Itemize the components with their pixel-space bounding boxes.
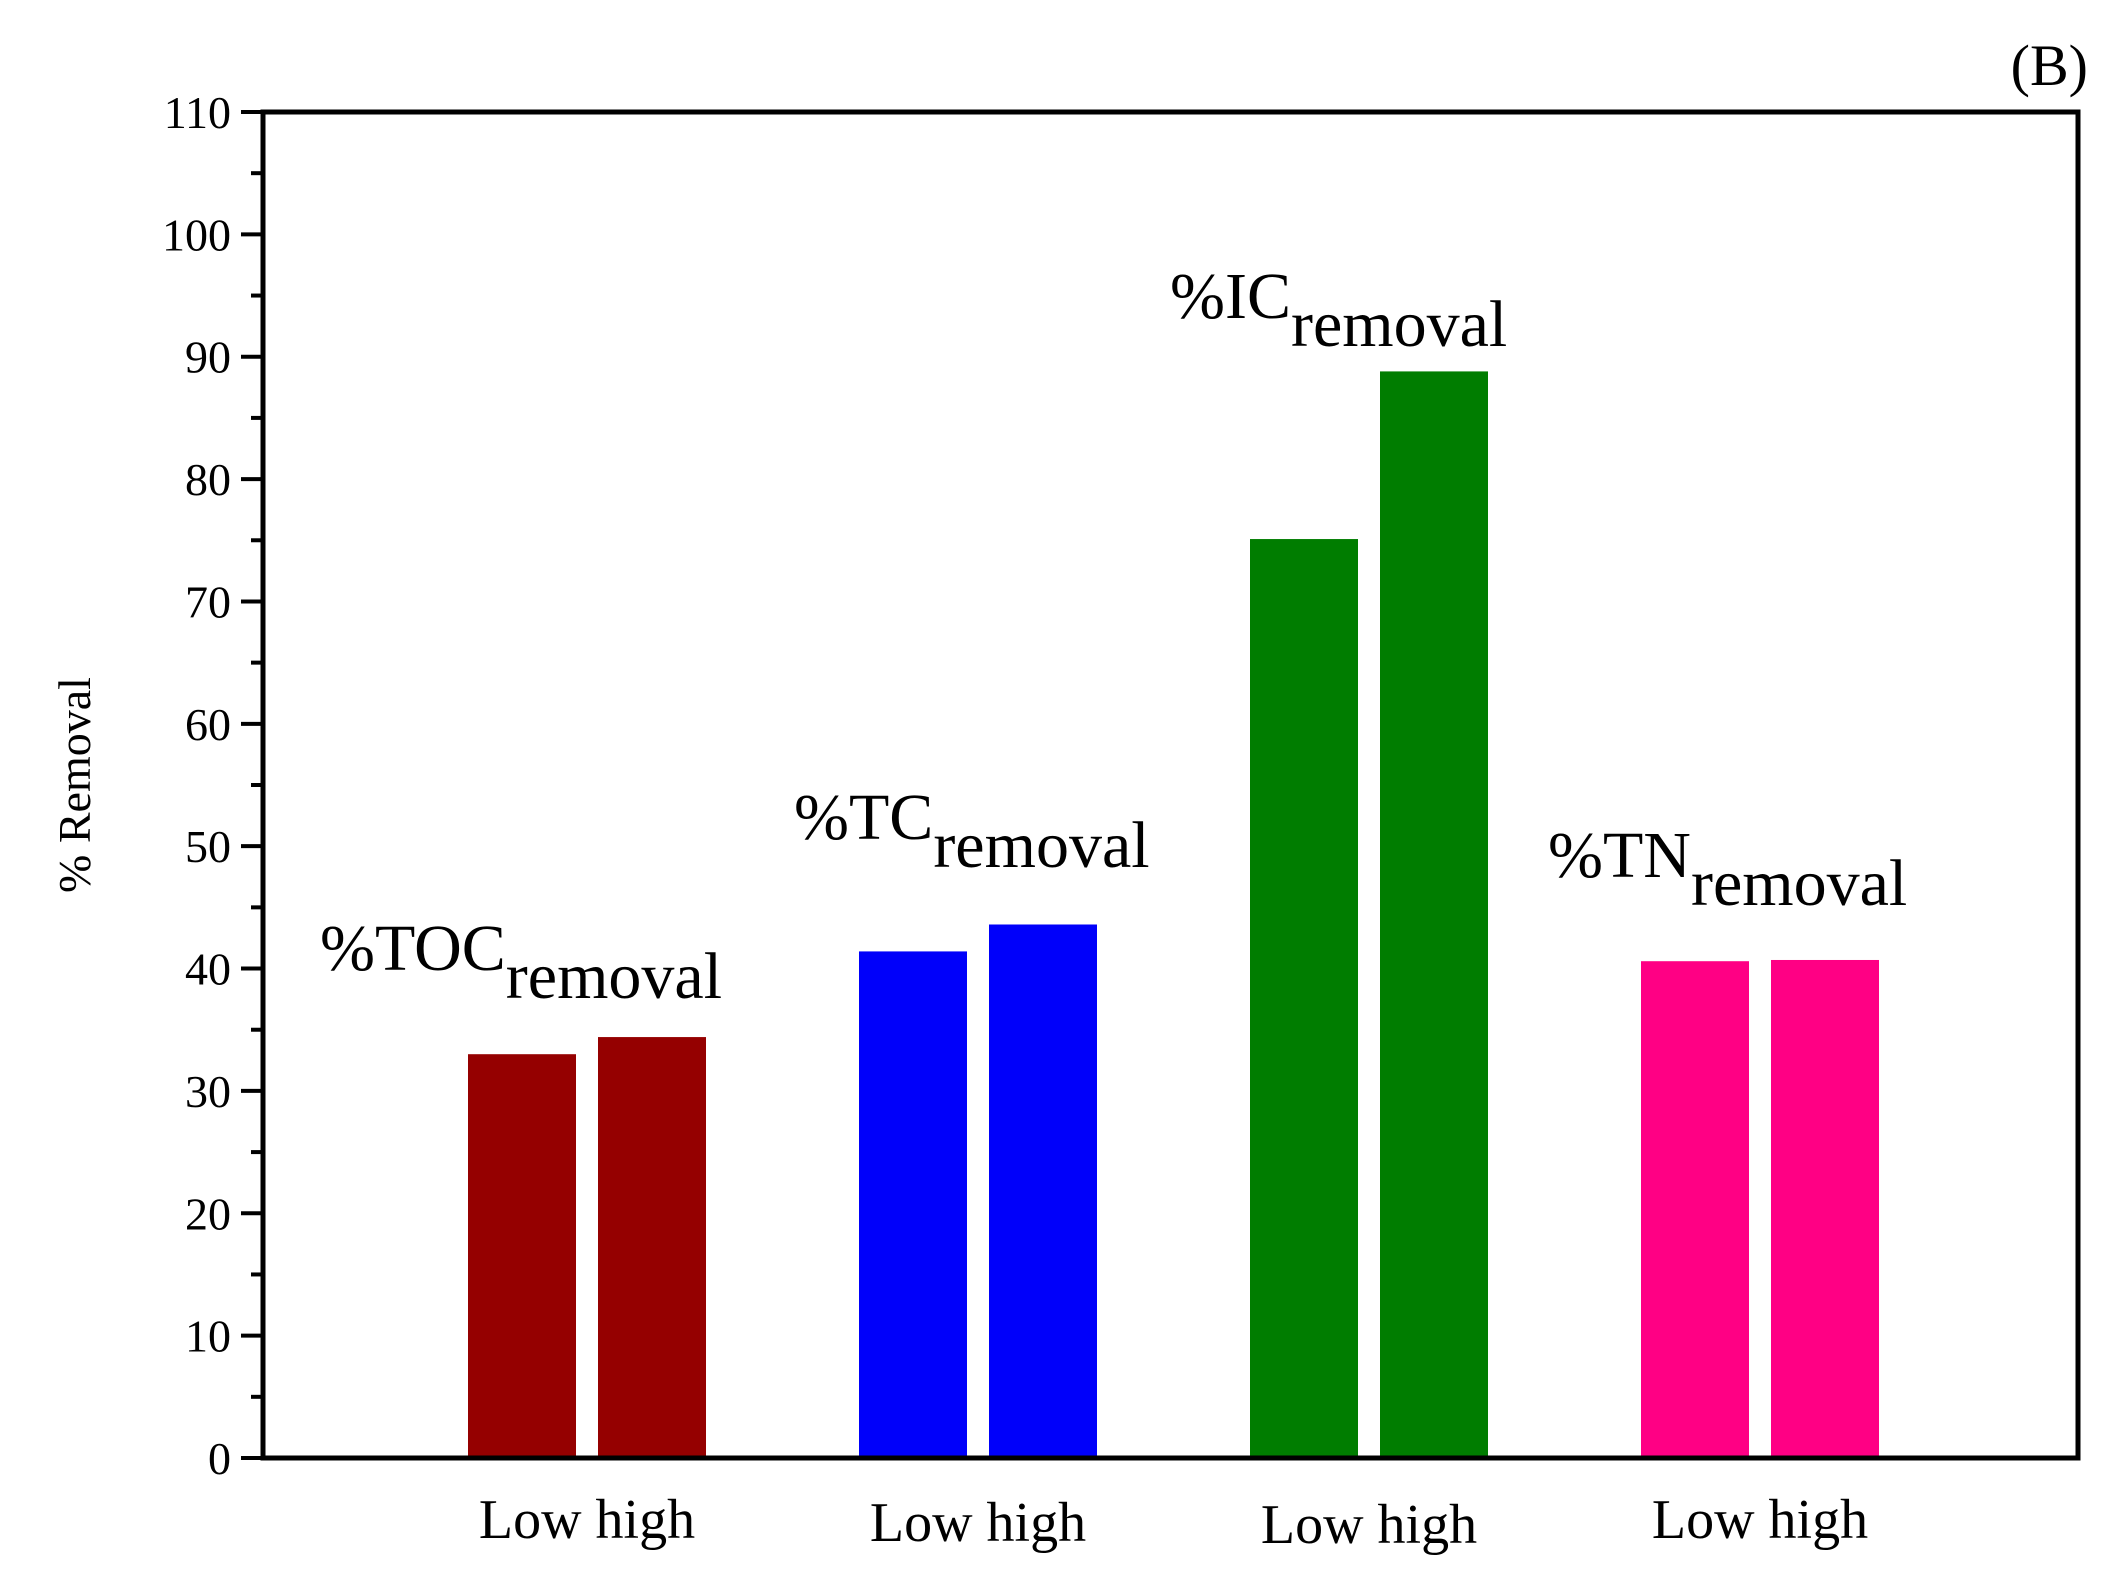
bar-toc-low [468,1054,576,1458]
y-tick-label: 10 [185,1311,231,1362]
y-axis-title: % Removal [49,677,100,893]
bar-tc-high [989,924,1097,1458]
group-subscript: removal [506,940,722,1013]
bar-toc-high [598,1037,706,1458]
y-tick-label: 50 [185,821,231,872]
plot-frame [260,109,2081,1461]
panel-label: (B) [2011,33,2088,98]
group-subscript: removal [1691,847,1907,920]
y-tick-label: 20 [185,1188,231,1239]
bar-ic-high [1380,371,1488,1459]
group-annotation-label: %ICremoval [1170,260,1507,361]
group-annotation-label: %TNremoval [1548,819,1907,920]
x-category-label: Low high [479,1489,695,1551]
y-tick-label: 100 [162,209,231,260]
bars-layer [468,371,1879,1459]
group-name: %TN [1548,819,1691,892]
bar-tn-low [1641,961,1749,1458]
bar-tc-low [859,951,967,1458]
y-tick-label: 40 [185,944,231,995]
x-category-label: Low high [1261,1494,1477,1556]
y-tick-label: 110 [164,87,231,138]
group-name: %TC [794,781,933,854]
group-annotation-label: %TOCremoval [320,912,722,1013]
y-tick-label: 70 [185,576,231,627]
group-name: %IC [1170,260,1291,333]
bar-ic-low [1250,539,1358,1458]
y-tick-label: 0 [208,1433,231,1484]
y-tick-label: 60 [185,699,231,750]
y-tick-label: 90 [185,332,231,383]
x-category-label: Low high [1652,1489,1868,1551]
y-tick-label: 80 [185,454,231,505]
x-category-label: Low high [870,1492,1086,1554]
bar-tn-high [1771,959,1879,1458]
group-name: %TOC [320,912,506,985]
y-tick-label: 30 [185,1066,231,1117]
group-subscript: removal [1291,288,1507,361]
y-axis: 0 10 20 30 40 50 60 70 80 90 100 110 [162,87,263,1484]
group-annotation-label: %TCremoval [794,781,1150,882]
group-subscript: removal [933,809,1149,882]
